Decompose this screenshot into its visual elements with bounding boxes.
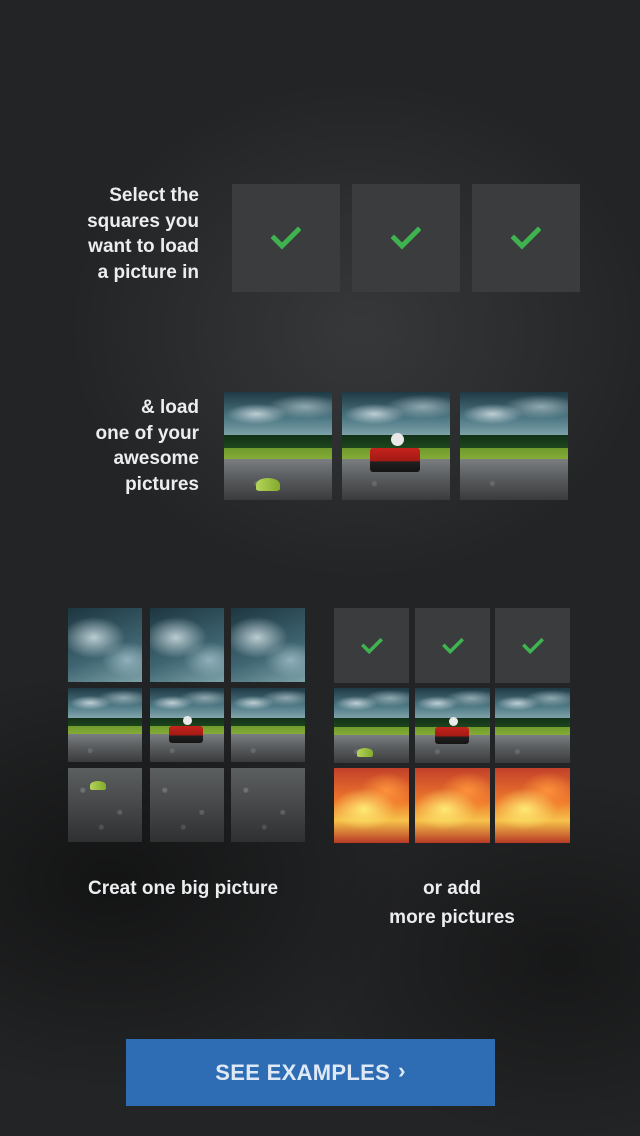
step1-caption-line: want to load <box>88 236 199 257</box>
step1-caption-line: a picture in <box>97 261 199 283</box>
big-picture-tile <box>231 608 305 682</box>
more-pictures-caption: or add more pictures <box>334 874 570 932</box>
selected-square <box>495 608 570 683</box>
selected-square <box>334 608 409 683</box>
selected-square <box>472 184 580 292</box>
step2-caption: & load one of your awesome pictures <box>40 395 199 497</box>
big-picture-tile <box>231 768 305 842</box>
see-examples-label: SEE EXAMPLES <box>215 1059 391 1085</box>
step1-caption-line: Select the <box>109 185 199 206</box>
check-icon <box>271 226 301 250</box>
more-picture-tile <box>495 768 570 843</box>
more-picture-tile <box>334 768 409 843</box>
chevron-right-icon: › <box>398 1057 406 1083</box>
more-picture-tile <box>415 768 490 843</box>
big-picture-tile <box>150 688 224 762</box>
check-icon <box>511 226 541 250</box>
more-picture-tile <box>334 688 409 763</box>
check-icon <box>360 637 383 654</box>
more-pictures-caption-line: more pictures <box>389 907 515 928</box>
step1-caption-line: squares you <box>87 210 199 232</box>
big-picture-tile <box>68 768 142 842</box>
step2-caption-line: one of your <box>95 422 199 444</box>
step1-caption: Select the squares you want to load a pi… <box>40 183 199 285</box>
big-picture-tile <box>68 608 142 682</box>
check-icon <box>391 226 421 250</box>
loaded-picture-tile <box>460 392 568 500</box>
big-picture-tile <box>231 688 305 762</box>
big-picture-tile <box>150 608 224 682</box>
big-picture-caption: Creat one big picture <box>87 878 279 899</box>
check-icon <box>521 637 544 654</box>
selected-square <box>232 184 340 292</box>
step2-caption-line: & load <box>140 397 199 418</box>
see-examples-button[interactable]: SEE EXAMPLES › <box>126 1039 495 1106</box>
more-picture-tile <box>415 688 490 763</box>
more-picture-tile <box>495 688 570 763</box>
check-icon <box>441 637 464 654</box>
step2-caption-line: pictures <box>125 473 199 495</box>
big-picture-tile <box>150 768 224 842</box>
more-pictures-caption-line: or add <box>422 878 482 899</box>
step2-caption-line: awesome <box>113 448 199 469</box>
loaded-picture-tile <box>342 392 450 500</box>
loaded-picture-tile <box>224 392 332 500</box>
big-picture-tile <box>68 688 142 762</box>
selected-square <box>415 608 490 683</box>
selected-square <box>352 184 460 292</box>
